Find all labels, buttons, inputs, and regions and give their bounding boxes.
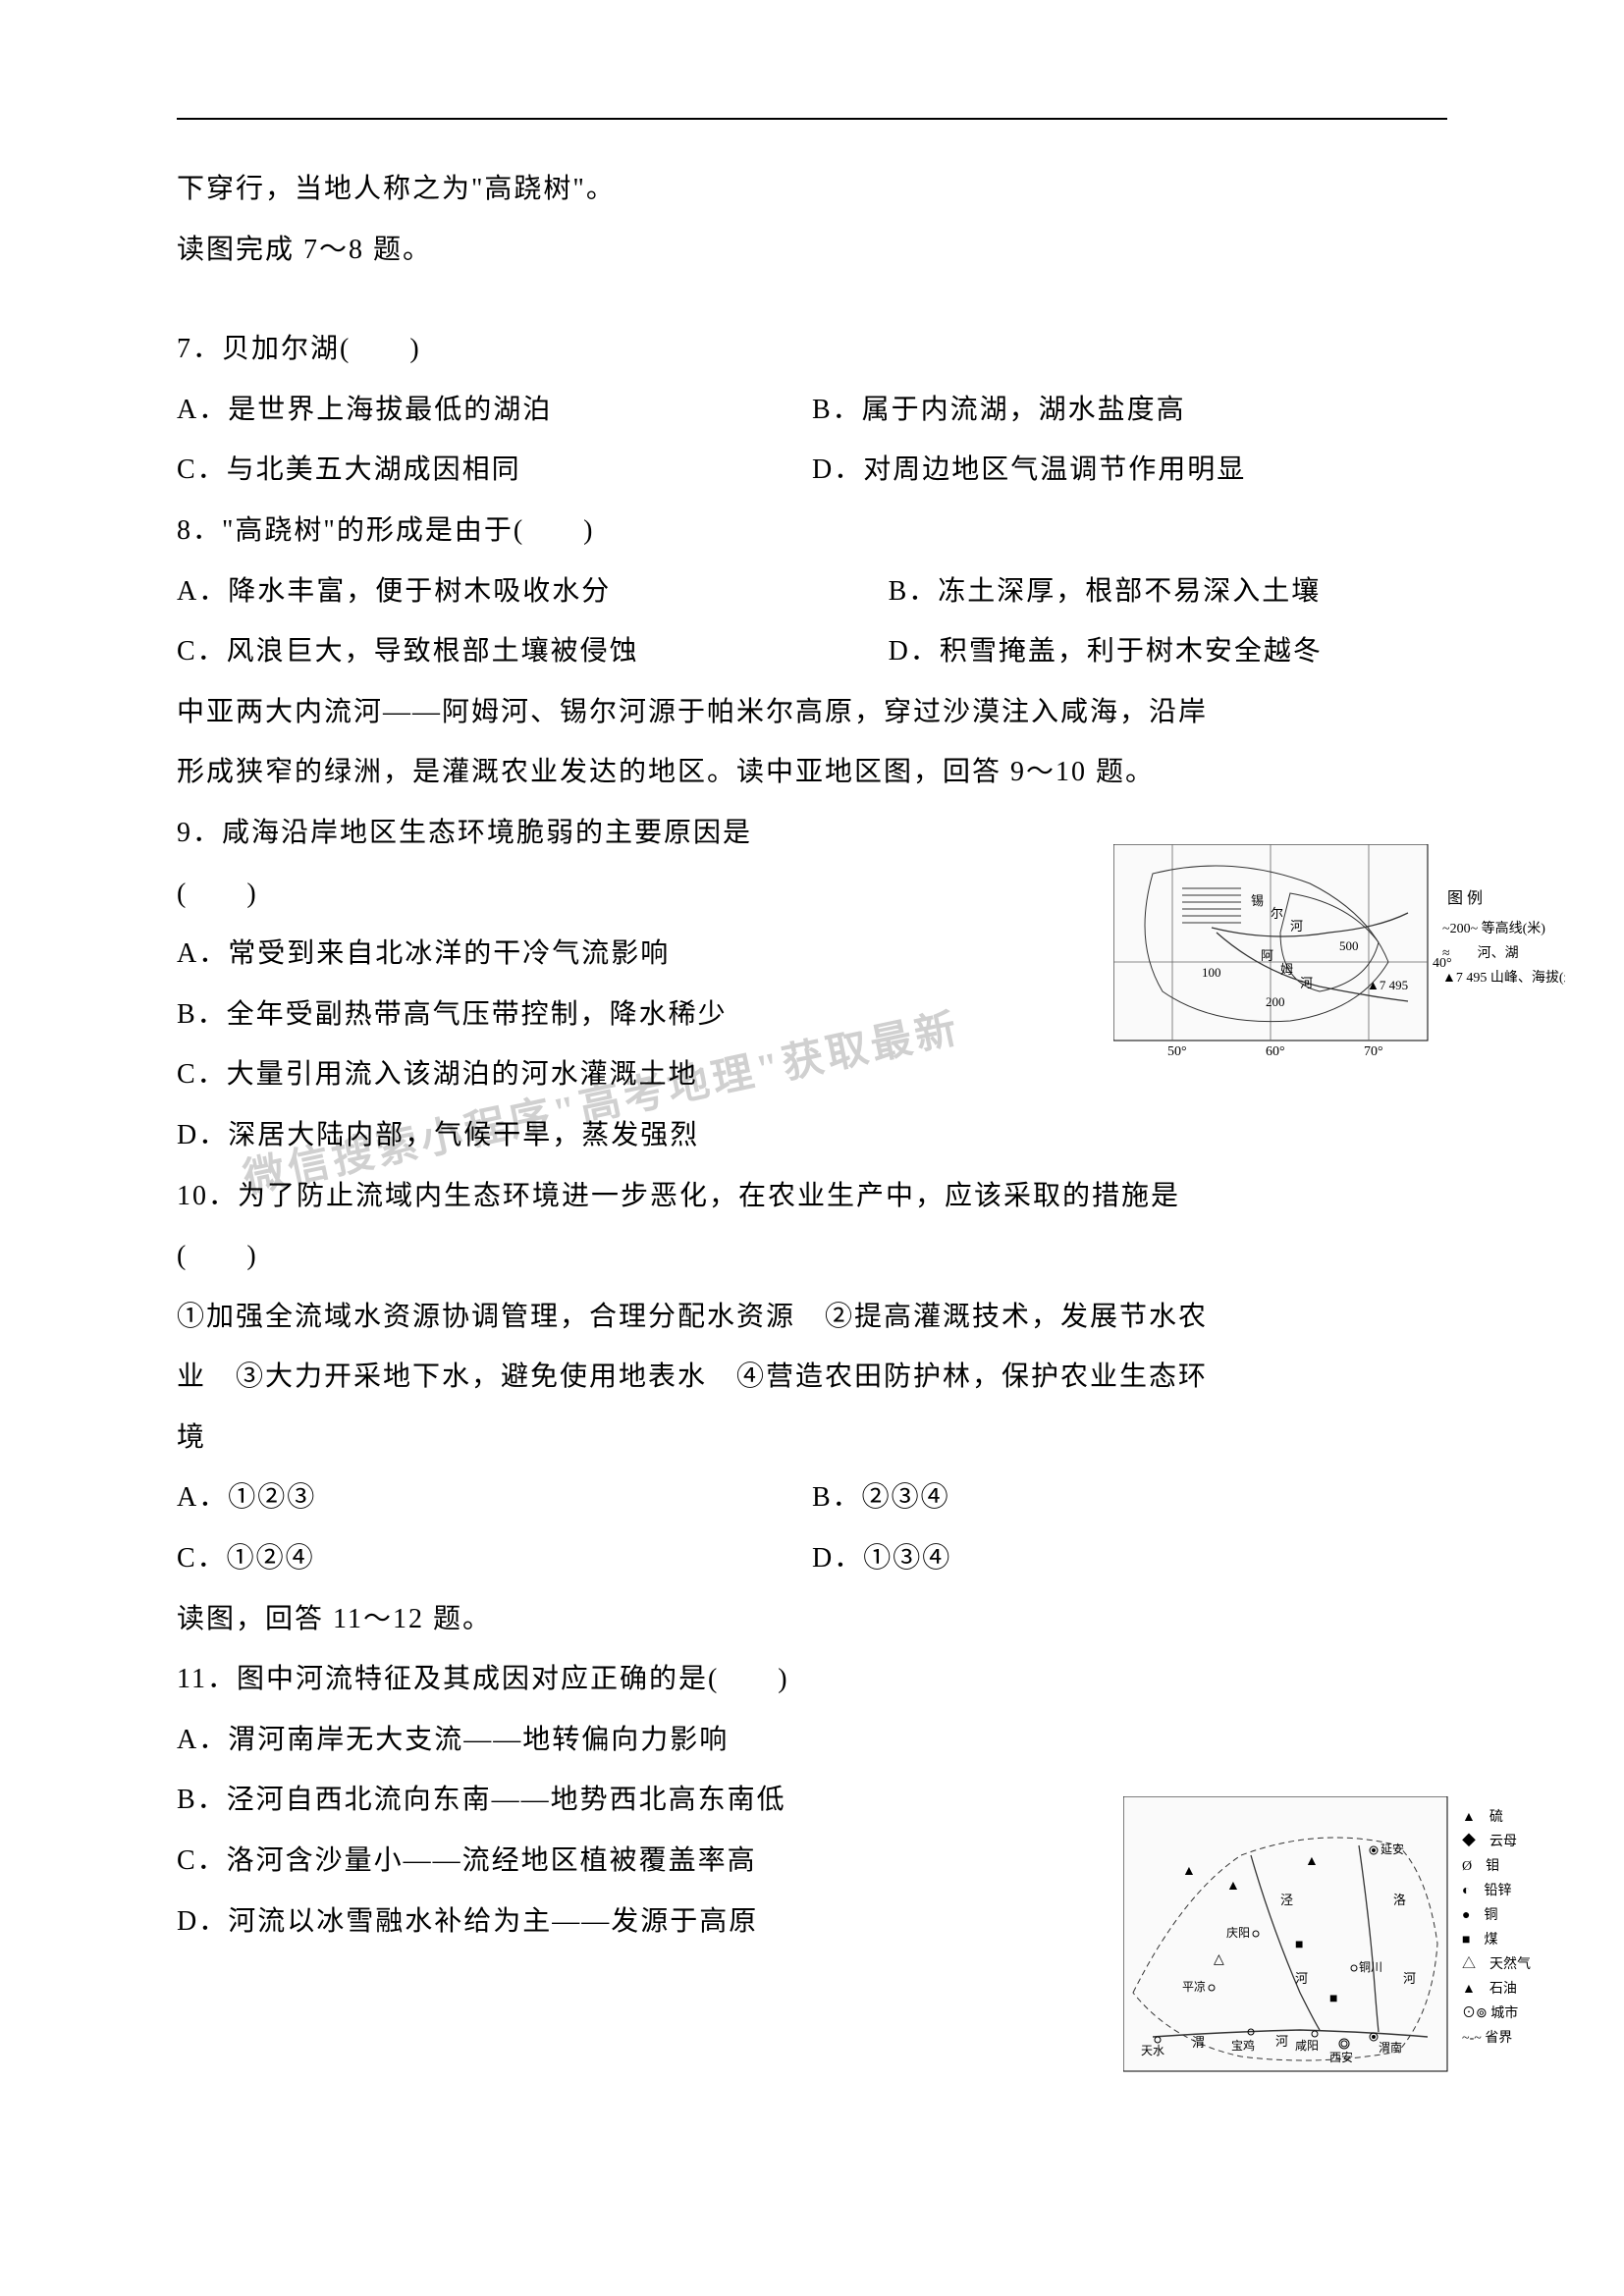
q7-row-cd: C．与北美五大湖成因相同 D．对周边地区气温调节作用明显 bbox=[177, 440, 1447, 501]
q11-stem: 11．图中河流特征及其成因对应正确的是( ) bbox=[177, 1649, 964, 1710]
q9-opt-a: A．常受到来自北冰洋的干冷气流影响 bbox=[177, 924, 964, 985]
q10-opt-b: B．②③④ bbox=[812, 1468, 1447, 1528]
q8-opt-c: C．风浪巨大，导致根部土壤被侵蚀 bbox=[177, 621, 889, 682]
q10-stem: 10．为了防止流域内生态环境进一步恶化，在农业生产中，应该采取的措施是 bbox=[177, 1166, 1447, 1227]
q7-row-ab: A．是世界上海拔最低的湖泊 B．属于内流湖，湖水盐度高 bbox=[177, 380, 1447, 441]
q10-opt-a: A．①②③ bbox=[177, 1468, 812, 1528]
svg-text:△ 天然气: △ 天然气 bbox=[1462, 1955, 1531, 1972]
svg-text:■ 煤: ■ 煤 bbox=[1462, 1932, 1497, 1948]
q10-opt-d: D．①③④ bbox=[812, 1528, 1447, 1589]
passage2-line1: 中亚两大内流河——阿姆河、锡尔河源于帕米尔高原，穿过沙漠注入咸海，沿岸 bbox=[177, 682, 1447, 743]
intro-line-1: 下穿行，当地人称之为"高跷树"。 bbox=[177, 159, 1447, 220]
q11-opt-d: D．河流以冰雪融水补给为主——发源于高原 bbox=[177, 1892, 964, 1952]
q7-opt-c: C．与北美五大湖成因相同 bbox=[177, 440, 812, 501]
passage3-line1: 读图，回答 11～12 题。 bbox=[177, 1589, 1447, 1650]
svg-text:Ø 钼: Ø 钼 bbox=[1462, 1858, 1499, 1874]
svg-text:咸阳: 咸阳 bbox=[1295, 2039, 1319, 2053]
svg-text:宝鸡: 宝鸡 bbox=[1231, 2038, 1255, 2053]
q11-opt-c: C．洛河含沙量小——流经地区植被覆盖率高 bbox=[177, 1831, 964, 1892]
q7-opt-d: D．对周边地区气温调节作用明显 bbox=[812, 440, 1447, 501]
q10-items-2: 业 ③大力开采地下水，避免使用地表水 ④营造农田防护林，保护农业生态环 bbox=[177, 1347, 1447, 1408]
svg-text:≈ 河、湖: ≈ 河、湖 bbox=[1442, 945, 1519, 961]
q9-opt-b: B．全年受副热带高气压带控制，降水稀少 bbox=[177, 985, 964, 1045]
svg-text:渭: 渭 bbox=[1192, 2035, 1205, 2050]
svg-text:■: ■ bbox=[1329, 1992, 1337, 2006]
page-container: 下穿行，当地人称之为"高跷树"。 读图完成 7～8 题。 7．贝加尔湖( ) A… bbox=[0, 0, 1624, 2050]
svg-text:河: 河 bbox=[1403, 1971, 1416, 1986]
q7-opt-b: B．属于内流湖，湖水盐度高 bbox=[812, 380, 1447, 441]
q10-row-cd: C．①②④ D．①③④ bbox=[177, 1528, 1447, 1589]
q8-row-cd: C．风浪巨大，导致根部土壤被侵蚀 D．积雪掩盖，利于树木安全越冬 bbox=[177, 621, 1447, 682]
svg-text:◐ 铅锌: ◐ 铅锌 bbox=[1462, 1883, 1511, 1898]
svg-text:天水: 天水 bbox=[1141, 2044, 1164, 2057]
svg-text:~200~ 等高线(米): ~200~ 等高线(米) bbox=[1442, 920, 1545, 936]
header-rule bbox=[177, 118, 1447, 120]
q8-opt-a: A．降水丰富，便于树木吸收水分 bbox=[177, 561, 889, 622]
q9-stem: 9．咸海沿岸地区生态环境脆弱的主要原因是 bbox=[177, 803, 964, 864]
svg-text:河: 河 bbox=[1275, 2034, 1288, 2049]
q7-stem: 7．贝加尔湖( ) bbox=[177, 319, 1447, 380]
content: 下穿行，当地人称之为"高跷树"。 读图完成 7～8 题。 7．贝加尔湖( ) A… bbox=[177, 159, 1447, 1951]
q8-opt-d: D．积雪掩盖，利于树木安全越冬 bbox=[889, 621, 1447, 682]
svg-text:△: △ bbox=[1214, 1952, 1224, 1967]
svg-text:⊙⊚ 城市: ⊙⊚ 城市 bbox=[1462, 2004, 1518, 2021]
svg-text:河: 河 bbox=[1295, 1971, 1308, 1986]
intro-line-2: 读图完成 7～8 题。 bbox=[177, 220, 1447, 281]
svg-text:渭南: 渭南 bbox=[1379, 2040, 1402, 2055]
spacer bbox=[177, 280, 1447, 319]
q10-paren: ( ) bbox=[177, 1226, 1447, 1287]
q10-row-ab: A．①②③ B．②③④ bbox=[177, 1468, 1447, 1528]
svg-text:▲ 石油: ▲ 石油 bbox=[1462, 1981, 1517, 1997]
q10-opt-c: C．①②④ bbox=[177, 1528, 812, 1589]
q9-opt-d: D．深居大陆内部，气候干旱，蒸发强烈 bbox=[177, 1105, 964, 1166]
svg-text:西安: 西安 bbox=[1329, 2050, 1353, 2064]
q10-items-3: 境 bbox=[177, 1408, 1447, 1468]
q11-opt-a: A．渭河南岸无大支流——地转偏向力影响 bbox=[177, 1710, 964, 1771]
q11-opt-b: B．泾河自西北流向东南——地势西北高东南低 bbox=[177, 1770, 964, 1831]
q8-row-ab: A．降水丰富，便于树木吸收水分 B．冻土深厚，根部不易深入土壤 bbox=[177, 561, 1447, 622]
svg-text:◆ 云母: ◆ 云母 bbox=[1462, 1834, 1517, 1849]
svg-text:平凉: 平凉 bbox=[1182, 1979, 1206, 1994]
svg-text:● 铜: ● 铜 bbox=[1462, 1907, 1497, 1923]
q9-paren: ( ) bbox=[177, 864, 964, 925]
passage2-line2: 形成狭窄的绿洲，是灌溉农业发达的地区。读中亚地区图，回答 9～10 题。 bbox=[177, 742, 1447, 803]
q9-opt-c: C．大量引用流入该湖泊的河水灌溉土地 bbox=[177, 1044, 964, 1105]
map1-legend-title: 图 例 bbox=[1447, 889, 1483, 907]
q8-stem: 8．"高跷树"的形成是由于( ) bbox=[177, 501, 1447, 561]
q10-items-1: ①加强全流域水资源协调管理，合理分配水资源 ②提高灌溉技术，发展节水农 bbox=[177, 1287, 1447, 1348]
q8-opt-b: B．冻土深厚，根部不易深入土壤 bbox=[889, 561, 1447, 622]
svg-text:▲ 硫: ▲ 硫 bbox=[1462, 1809, 1503, 1825]
svg-text:▲7 495 山峰、海拔(米): ▲7 495 山峰、海拔(米) bbox=[1442, 970, 1565, 986]
svg-text:铜川: 铜川 bbox=[1359, 1959, 1382, 1974]
q7-opt-a: A．是世界上海拔最低的湖泊 bbox=[177, 380, 812, 441]
svg-text:~-~ 省界: ~-~ 省界 bbox=[1462, 2030, 1512, 2046]
